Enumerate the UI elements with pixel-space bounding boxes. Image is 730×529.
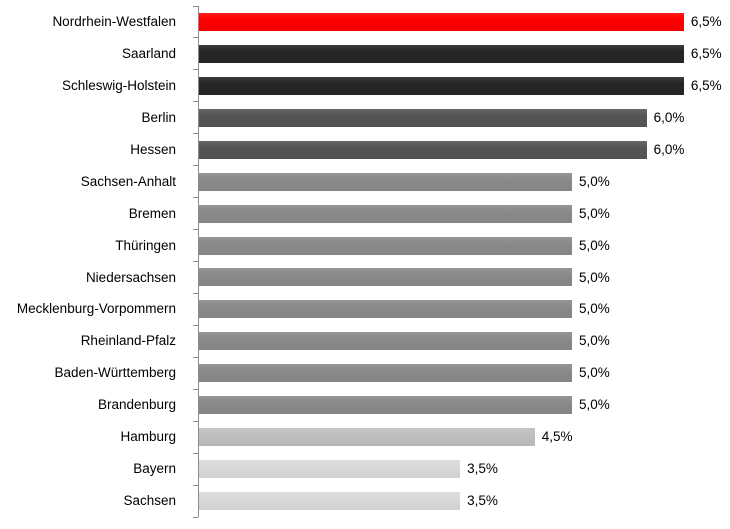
- bar: [199, 204, 572, 223]
- bar: [199, 396, 572, 415]
- axis-tick: [193, 229, 198, 231]
- category-label: Schleswig-Holstein: [61, 77, 176, 93]
- value-label: 6,0%: [653, 141, 685, 157]
- bar: [199, 300, 572, 319]
- bar: [199, 12, 684, 31]
- axis-tick: [193, 420, 198, 422]
- axis-tick: [193, 69, 198, 71]
- axis-tick: [193, 37, 198, 39]
- axis-tick: [193, 5, 198, 7]
- value-label: 5,0%: [579, 173, 610, 189]
- value-label: 6,5%: [690, 45, 722, 61]
- category-label: Bremen: [128, 205, 176, 221]
- axis-tick: [193, 261, 198, 262]
- value-label: 5,0%: [579, 301, 610, 317]
- value-label: 5,0%: [579, 205, 610, 221]
- bar: [199, 140, 647, 159]
- axis-tick: [193, 133, 198, 135]
- bar: [199, 172, 572, 191]
- bar: [199, 460, 461, 479]
- axis-tick: [193, 101, 198, 103]
- value-label: 3,5%: [467, 461, 498, 477]
- category-label: Saarland: [121, 45, 176, 61]
- bar: [199, 492, 461, 511]
- axis-tick: [193, 356, 198, 358]
- bar: [199, 44, 684, 63]
- bar: [199, 332, 572, 351]
- bar: [199, 76, 684, 95]
- bar: [199, 268, 572, 287]
- axis-tick: [193, 165, 198, 167]
- value-label: 5,0%: [579, 333, 610, 349]
- axis-tick: [193, 197, 198, 199]
- value-label: 6,0%: [653, 109, 685, 125]
- category-label: Brandenburg: [97, 397, 176, 413]
- axis-tick: [193, 324, 198, 326]
- bar: [199, 364, 572, 383]
- value-label: 4,5%: [541, 429, 573, 445]
- category-label: Sachsen-Anhalt: [80, 173, 176, 189]
- axis-tick: [193, 292, 198, 294]
- category-label: Sachsen: [123, 493, 176, 509]
- category-label: Baden-Württemberg: [54, 365, 176, 381]
- value-label: 3,5%: [467, 493, 498, 509]
- axis-tick: [193, 452, 198, 454]
- value-label: 5,0%: [579, 237, 610, 253]
- category-label: Nordrhein-Westfalen: [52, 14, 176, 29]
- category-label: Bayern: [133, 461, 176, 477]
- category-label: Berlin: [141, 109, 176, 125]
- value-label: 5,0%: [579, 365, 610, 381]
- bar: [199, 428, 535, 447]
- category-label: Rheinland-Pfalz: [80, 333, 176, 349]
- category-label: Hessen: [130, 141, 176, 157]
- value-label: 5,0%: [579, 397, 610, 413]
- category-label: Hamburg: [120, 429, 176, 445]
- value-label: 6,5%: [690, 14, 722, 29]
- bar: [199, 236, 572, 255]
- bar: [199, 108, 647, 127]
- axis-tick: [193, 388, 198, 390]
- value-label: 6,5%: [690, 77, 722, 93]
- y-axis-line: [198, 6, 199, 517]
- category-label: Niedersachsen: [85, 269, 176, 285]
- value-label: 5,0%: [579, 269, 610, 285]
- category-label: Mecklenburg-Vorpommern: [16, 301, 176, 317]
- category-label: Thüringen: [115, 237, 176, 253]
- axis-tick: [193, 484, 198, 486]
- axis-tick: [193, 516, 198, 518]
